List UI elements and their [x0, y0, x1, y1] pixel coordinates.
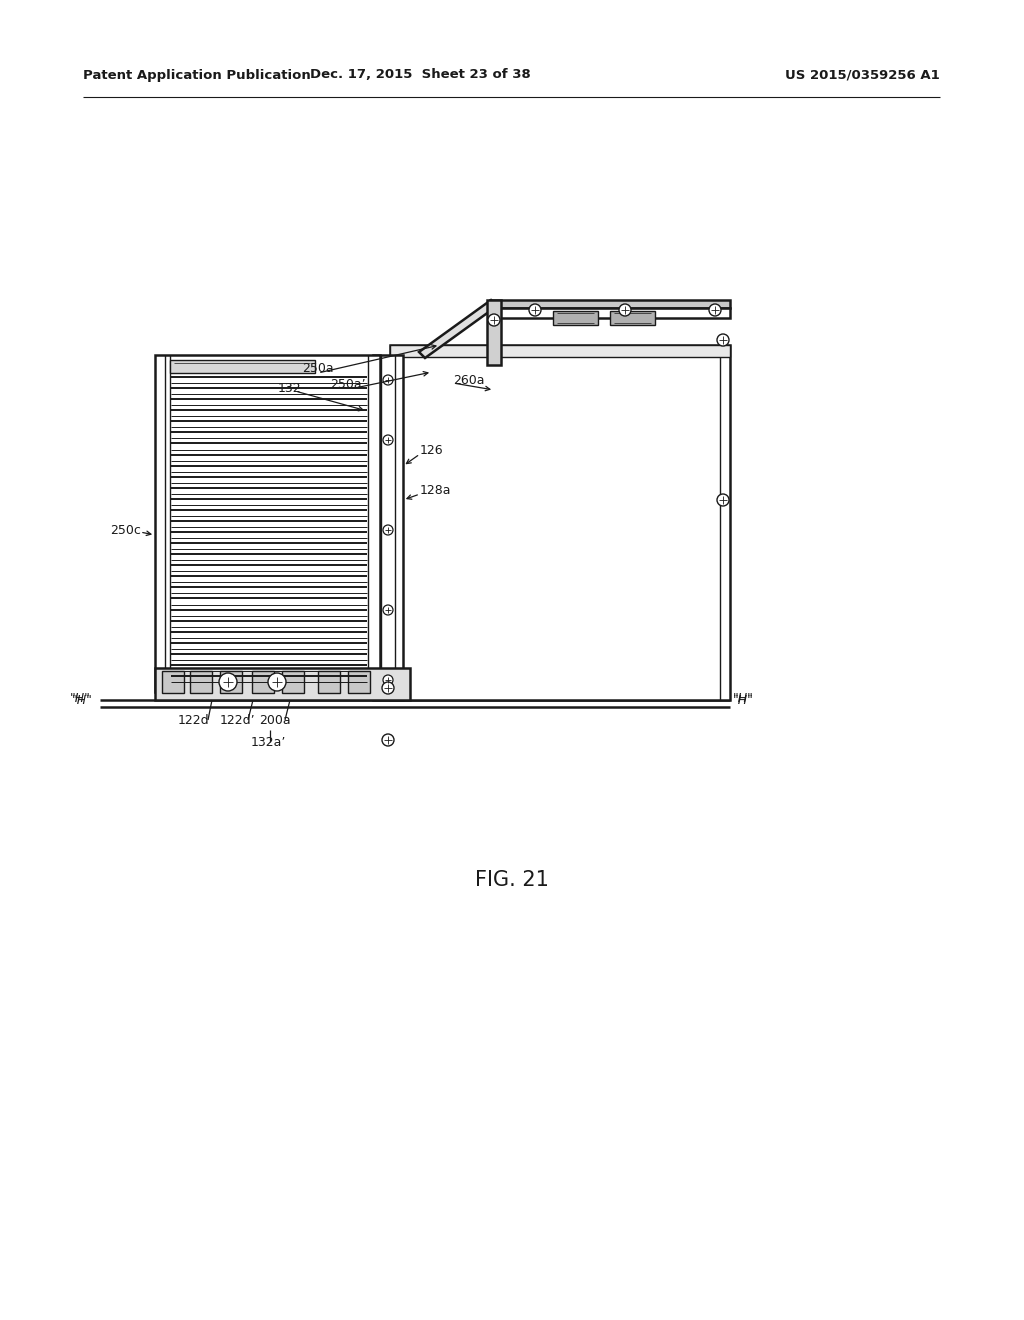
Text: "H": "H" [733, 692, 754, 705]
Circle shape [717, 334, 729, 346]
Text: Patent Application Publication: Patent Application Publication [83, 69, 310, 82]
Circle shape [709, 304, 721, 315]
Bar [390, 345, 730, 356]
Text: 122d’: 122d’ [219, 714, 255, 726]
Text: "H": "H" [733, 693, 754, 706]
Bar [373, 355, 403, 700]
Bar [390, 345, 730, 700]
Text: FIG. 21: FIG. 21 [475, 870, 549, 890]
Bar [610, 312, 655, 325]
Bar [358, 525, 373, 541]
Circle shape [383, 436, 393, 445]
Bar [318, 671, 340, 693]
Circle shape [268, 673, 286, 690]
Text: 128a: 128a [420, 483, 452, 496]
Text: "H": "H" [70, 692, 91, 705]
Circle shape [383, 605, 393, 615]
Bar [155, 355, 380, 692]
Bar [162, 671, 184, 693]
Circle shape [383, 525, 393, 535]
Text: 250c: 250c [110, 524, 141, 536]
Circle shape [529, 304, 541, 315]
Text: 122d: 122d [177, 714, 209, 726]
Circle shape [488, 314, 500, 326]
Text: 132a’: 132a’ [250, 735, 286, 748]
Text: "H": "H" [72, 693, 93, 706]
Text: 132: 132 [278, 381, 302, 395]
Bar [358, 490, 373, 506]
Text: 250a’: 250a’ [330, 378, 366, 391]
Bar [220, 671, 242, 693]
Bar [490, 300, 730, 308]
Bar [358, 455, 373, 471]
Text: US 2015/0359256 A1: US 2015/0359256 A1 [785, 69, 940, 82]
Circle shape [717, 494, 729, 506]
Text: 260a: 260a [453, 374, 484, 387]
Polygon shape [419, 300, 497, 358]
Bar [155, 668, 410, 700]
Text: 250a: 250a [302, 362, 334, 375]
Circle shape [382, 682, 394, 694]
Circle shape [219, 673, 237, 690]
Bar [348, 671, 370, 693]
Bar [282, 671, 304, 693]
Text: Dec. 17, 2015  Sheet 23 of 38: Dec. 17, 2015 Sheet 23 of 38 [309, 69, 530, 82]
Circle shape [382, 734, 394, 746]
Bar [487, 300, 501, 366]
Bar [252, 671, 274, 693]
Text: 200a: 200a [259, 714, 291, 726]
Circle shape [618, 304, 631, 315]
Bar [170, 360, 315, 374]
Circle shape [383, 675, 393, 685]
Bar [553, 312, 598, 325]
Bar [490, 308, 730, 318]
Text: 126: 126 [420, 444, 443, 457]
Bar [190, 671, 212, 693]
Circle shape [383, 375, 393, 385]
